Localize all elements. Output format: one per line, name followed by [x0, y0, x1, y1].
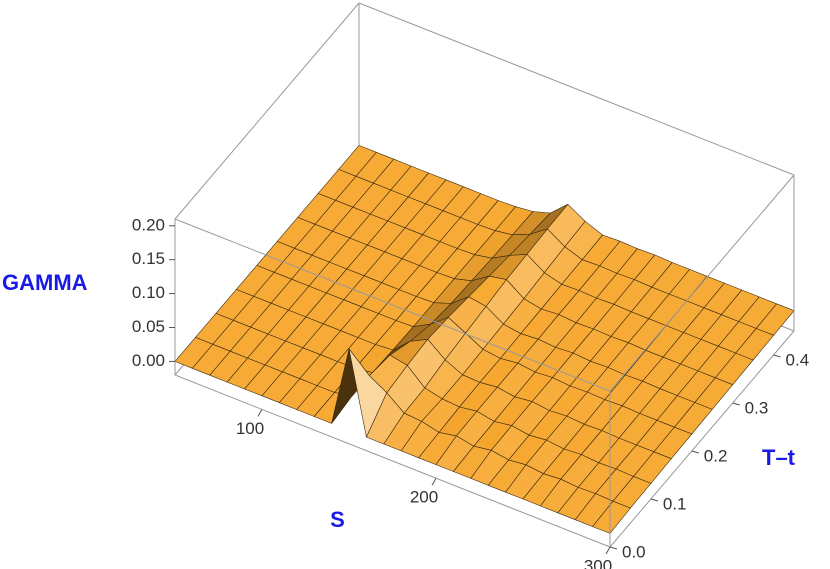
surface-patch: [592, 500, 631, 534]
z-axis-label: GAMMA: [2, 270, 88, 295]
x-tick-label: 100: [236, 419, 264, 438]
y-tick: [691, 450, 699, 454]
y-axis-label: T–t: [762, 445, 796, 470]
z-tick-label: 0.20: [132, 215, 165, 234]
y-tick: [773, 354, 781, 358]
y-tick: [650, 498, 659, 502]
box-edge: [174, 2, 360, 220]
y-tick-label: 0.4: [786, 350, 810, 369]
z-tick-label: 0.15: [132, 249, 165, 268]
y-tick-label: 0.2: [704, 446, 728, 465]
x-axis-label: S: [330, 507, 345, 532]
x-tick: [605, 546, 611, 555]
z-tick-label: 0.10: [132, 283, 165, 302]
x-tick: [431, 477, 437, 486]
z-tick-label: 0.00: [132, 351, 165, 370]
z-tick-label: 0.05: [132, 317, 165, 336]
box-edge: [609, 330, 795, 548]
box-edge: [609, 174, 795, 392]
y-tick-label: 0.3: [745, 398, 769, 417]
box-edge: [358, 2, 795, 176]
y-tick: [609, 546, 618, 550]
y-tick-label: 0.1: [663, 494, 687, 513]
x-tick-label: 200: [410, 488, 438, 507]
y-tick-label: 0.0: [622, 542, 646, 561]
x-tick-label: 300: [584, 556, 612, 569]
y-tick: [732, 402, 740, 406]
box-edge: [174, 218, 611, 392]
x-tick: [257, 409, 263, 417]
box-edge: [174, 374, 611, 548]
